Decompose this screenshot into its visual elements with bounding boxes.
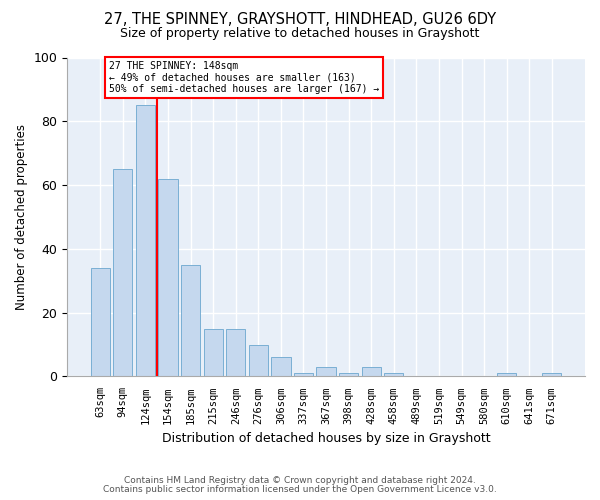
Bar — [294, 374, 313, 376]
Bar — [384, 374, 403, 376]
Bar — [226, 328, 245, 376]
Text: 27 THE SPINNEY: 148sqm
← 49% of detached houses are smaller (163)
50% of semi-de: 27 THE SPINNEY: 148sqm ← 49% of detached… — [109, 60, 379, 94]
Bar — [316, 367, 335, 376]
Bar — [542, 374, 562, 376]
Bar — [249, 344, 268, 376]
Bar — [362, 367, 381, 376]
Text: 27, THE SPINNEY, GRAYSHOTT, HINDHEAD, GU26 6DY: 27, THE SPINNEY, GRAYSHOTT, HINDHEAD, GU… — [104, 12, 496, 28]
Bar — [91, 268, 110, 376]
Bar — [271, 358, 290, 376]
X-axis label: Distribution of detached houses by size in Grayshott: Distribution of detached houses by size … — [162, 432, 490, 445]
Bar — [339, 374, 358, 376]
Text: Size of property relative to detached houses in Grayshott: Size of property relative to detached ho… — [121, 28, 479, 40]
Bar — [203, 328, 223, 376]
Y-axis label: Number of detached properties: Number of detached properties — [15, 124, 28, 310]
Bar — [497, 374, 517, 376]
Text: Contains public sector information licensed under the Open Government Licence v3: Contains public sector information licen… — [103, 485, 497, 494]
Bar — [136, 106, 155, 376]
Bar — [158, 178, 178, 376]
Bar — [113, 169, 133, 376]
Text: Contains HM Land Registry data © Crown copyright and database right 2024.: Contains HM Land Registry data © Crown c… — [124, 476, 476, 485]
Bar — [181, 265, 200, 376]
